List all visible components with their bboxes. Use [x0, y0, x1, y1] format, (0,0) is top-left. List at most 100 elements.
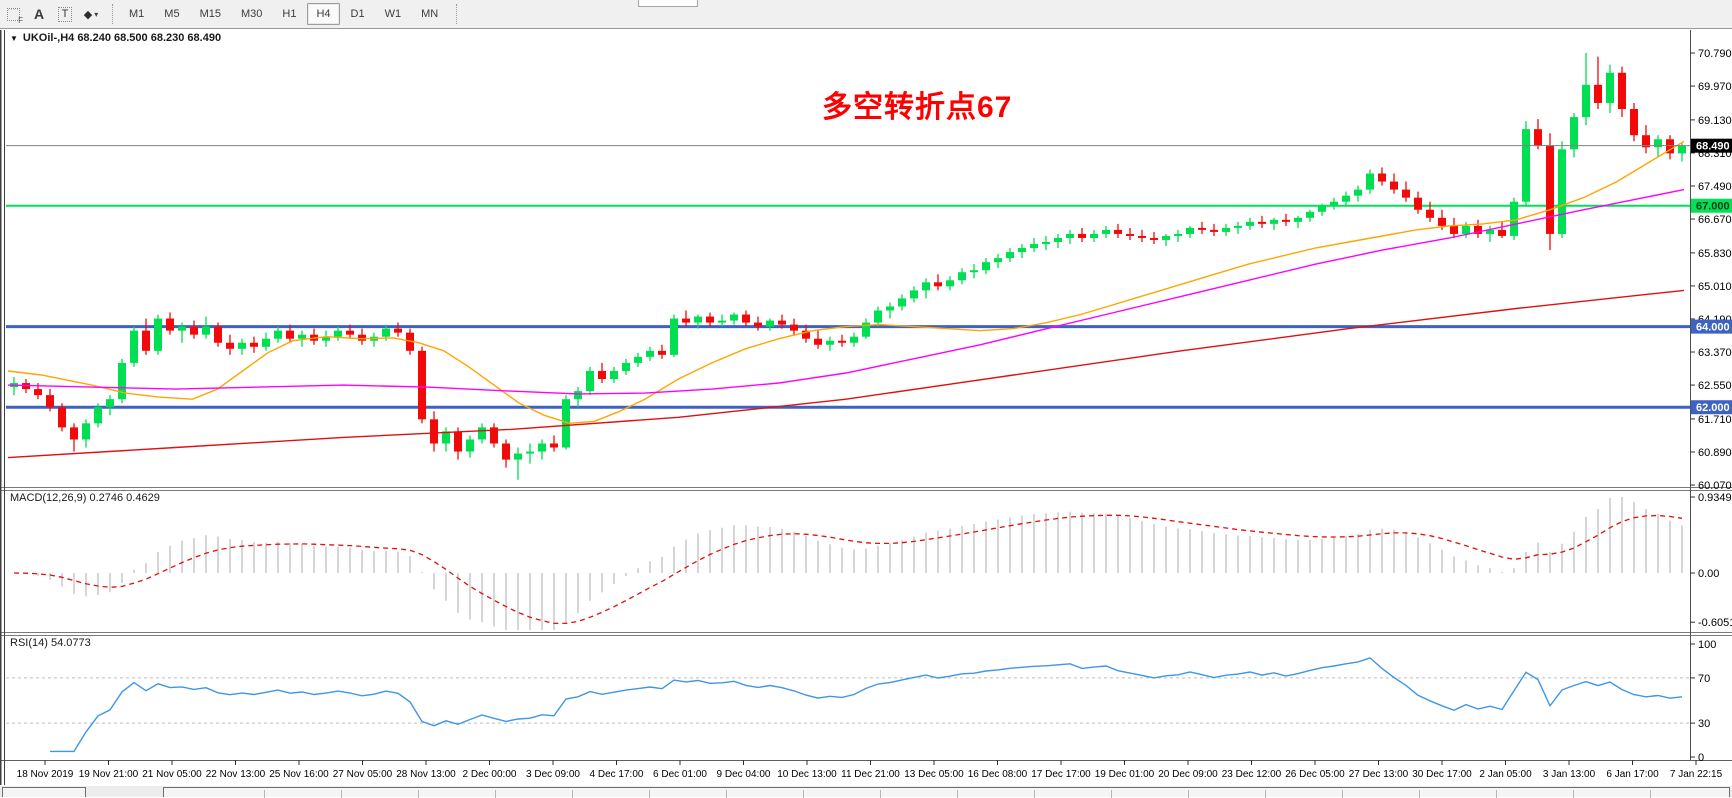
- tab-timeframe-m15[interactable]: M15: [199, 8, 221, 20]
- tab-timeframe-h4[interactable]: H4: [307, 3, 340, 25]
- candle-body: [730, 314, 738, 321]
- time-tick-label: 26 Dec 05:00: [1285, 769, 1345, 780]
- svg-text:68.490: 68.490: [1696, 141, 1730, 153]
- candle-body: [322, 336, 330, 341]
- time-tick-label: 22 Nov 13:00: [206, 769, 266, 780]
- insert-label-icon[interactable]: T: [54, 3, 76, 25]
- candle-body: [46, 395, 54, 408]
- price-tag-hline-64: 64.000: [1691, 319, 1732, 334]
- candle-body: [1222, 227, 1230, 232]
- tab-timeframe-m5[interactable]: M5: [164, 8, 180, 20]
- tab-strip-tick: [1111, 790, 1112, 798]
- insert-text-icon[interactable]: A: [33, 6, 45, 22]
- candle-body: [1054, 237, 1062, 242]
- candle-body: [1522, 129, 1530, 202]
- candle-body: [994, 258, 1002, 263]
- tab-timeframe-d1[interactable]: D1: [350, 8, 365, 20]
- candle-body: [1078, 233, 1086, 238]
- symbol-header[interactable]: ▼ UKOil-,H4 68.240 68.500 68.230 68.490: [10, 32, 221, 44]
- time-tick-label: 3 Dec 09:00: [526, 769, 580, 780]
- tab-strip-tick: [1496, 790, 1497, 798]
- tab-strip-tick: [1265, 790, 1266, 798]
- tab-strip-tick: [1188, 790, 1189, 798]
- tab-strip-tick: [1342, 790, 1343, 798]
- tab-strip-tick: [1650, 790, 1651, 798]
- time-tick-label: 7 Jan 22:15: [1670, 769, 1723, 780]
- candle-body: [1498, 229, 1506, 236]
- candle-body: [1234, 225, 1242, 228]
- price-tick-label: 65.010: [1698, 281, 1732, 293]
- docked-toolbar-remnant: [638, 0, 698, 7]
- toolbar-separator: [456, 4, 458, 24]
- candle-body: [922, 282, 930, 291]
- candle-body: [934, 282, 942, 287]
- candle-body: [1426, 209, 1434, 218]
- time-tick-label: 9 Dec 04:00: [717, 769, 771, 780]
- candle-body: [694, 316, 702, 323]
- time-tick-label: 17 Dec 17:00: [1031, 769, 1091, 780]
- candle-body: [442, 431, 450, 444]
- symbol-dropdown-icon[interactable]: ▼: [10, 33, 18, 43]
- candle-body: [1582, 84, 1590, 118]
- time-tick-label: 4 Dec 17:00: [590, 769, 644, 780]
- tab-timeframe-mn[interactable]: MN: [421, 8, 439, 20]
- candle-body: [646, 350, 654, 357]
- candle-body: [562, 399, 570, 448]
- tab-timeframe-m1[interactable]: M1: [129, 8, 145, 20]
- time-tick-label: 27 Nov 05:00: [333, 769, 393, 780]
- candle-body: [1642, 135, 1650, 148]
- candle-body: [298, 334, 306, 339]
- tab-timeframe-h1[interactable]: H1: [282, 8, 297, 20]
- candle-body: [1618, 72, 1626, 110]
- candle-body: [1282, 219, 1290, 222]
- candle-body: [1006, 252, 1014, 259]
- candle-body: [202, 326, 210, 335]
- rsi-axis-label: 70: [1698, 673, 1710, 685]
- timeframe-button-group: M1 M5 M15 M30 H1 H4 D1 W1 MN: [119, 3, 448, 25]
- candle-body: [610, 370, 618, 380]
- candle-body: [814, 338, 822, 345]
- drawing-tools-icon[interactable]: ◆ ▾: [83, 8, 99, 21]
- time-tick-label: 21 Nov 05:00: [142, 769, 202, 780]
- chart-tab[interactable]: [2, 787, 86, 797]
- toolbar-separator: [112, 4, 113, 24]
- tab-strip-tick: [726, 790, 727, 798]
- time-tick-label: 6 Dec 01:00: [653, 769, 707, 780]
- tab-strip-tick: [880, 790, 881, 798]
- tab-timeframe-m30[interactable]: M30: [240, 8, 263, 20]
- grid-anchor-icon[interactable]: F: [2, 3, 24, 25]
- candle-body: [790, 324, 798, 331]
- time-tick-label: 25 Nov 16:00: [269, 769, 329, 780]
- time-tick-label: 18 Nov 2019: [17, 769, 74, 780]
- rsi-axis-label: 30: [1698, 718, 1710, 730]
- candle-body: [1102, 229, 1110, 234]
- candle-body: [70, 427, 78, 440]
- candle-body: [910, 290, 918, 299]
- tab-timeframe-w1[interactable]: W1: [384, 8, 402, 20]
- candle-body: [226, 342, 234, 349]
- candle-body: [1546, 145, 1554, 234]
- time-tick-label: 19 Nov 21:00: [79, 769, 139, 780]
- ma-mid-magenta: [7, 188, 1685, 395]
- candle-body: [586, 370, 594, 392]
- candle-body: [1654, 139, 1662, 148]
- candle-body: [346, 330, 354, 335]
- chart-tabs-bar: [0, 786, 1732, 798]
- candle-body: [778, 320, 786, 325]
- candle-body: [874, 310, 882, 323]
- tab-strip-tick: [957, 790, 958, 798]
- chart-tabs-strip[interactable]: [163, 787, 1730, 798]
- candle-body: [1126, 233, 1134, 236]
- price-tick-label: 63.370: [1698, 347, 1732, 359]
- macd-histogram: [25, 497, 1683, 630]
- grid-glyph: [6, 7, 20, 21]
- price-tag-hline-67: 67.000: [1691, 198, 1732, 213]
- candle-body: [1018, 248, 1026, 253]
- candle-body: [1138, 235, 1146, 238]
- candle-body: [526, 451, 534, 454]
- chart-annotation-text[interactable]: 多空转折点67: [822, 91, 1013, 124]
- candle-body: [1534, 129, 1542, 146]
- time-tick-label: 13 Dec 05:00: [904, 769, 964, 780]
- time-tick-label: 28 Nov 13:00: [396, 769, 456, 780]
